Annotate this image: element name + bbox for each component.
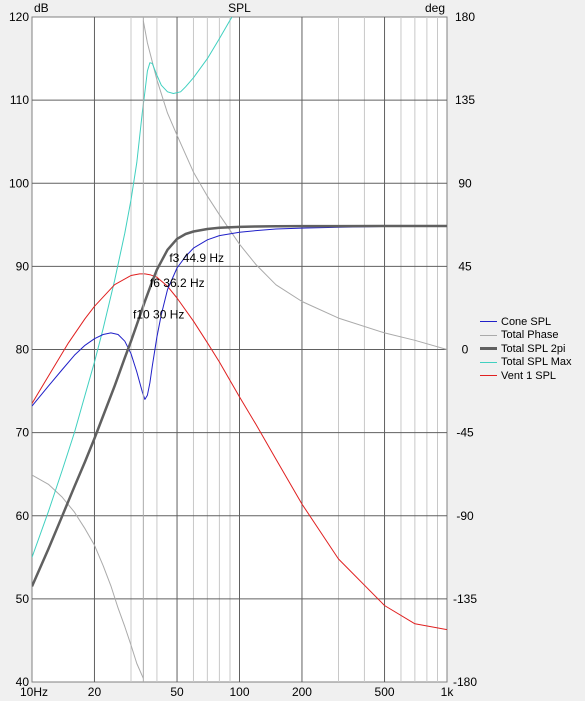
legend-label: Vent 1 SPL bbox=[501, 369, 557, 382]
legend-label: Total SPL 2pi bbox=[501, 342, 566, 355]
legend-label: Cone SPL bbox=[501, 315, 552, 328]
legend-swatch bbox=[480, 347, 497, 351]
x-tick-label: 10Hz bbox=[20, 685, 48, 699]
legend-swatch bbox=[480, 375, 497, 377]
y-right-tick-label: 45 bbox=[458, 259, 472, 273]
legend-label: Total Phase bbox=[501, 329, 559, 342]
annotations: f3 44.9 Hz f6 36.2 Hz f10 30 Hz bbox=[133, 251, 224, 322]
x-tick-label: 50 bbox=[170, 685, 184, 699]
y-left-tick-label: 110 bbox=[10, 93, 29, 107]
y-left-tick-label: 60 bbox=[16, 509, 30, 523]
y-right-tick-label: 135 bbox=[455, 93, 475, 107]
legend-item: Vent 1 SPL bbox=[480, 369, 585, 383]
series-layer bbox=[32, 17, 447, 682]
y-right-tick-label: -45 bbox=[456, 426, 474, 440]
total-phase-line bbox=[32, 20, 447, 679]
frequency-annotation: f6 36.2 Hz bbox=[150, 276, 205, 290]
y-right-tick-label: -180 bbox=[453, 675, 477, 689]
cone-spl-line bbox=[32, 226, 447, 407]
x-tick-label: 500 bbox=[375, 685, 395, 699]
y-left-tick-label: 40 bbox=[16, 675, 30, 689]
y-right-tick-label: -135 bbox=[453, 592, 477, 606]
legend-item: Total SPL Max bbox=[480, 356, 585, 370]
x-tick-label: 1k bbox=[441, 685, 455, 699]
right-axis-unit: deg bbox=[425, 1, 445, 15]
x-tick-label: 100 bbox=[229, 685, 249, 699]
left-axis-unit: dB bbox=[34, 1, 49, 15]
legend-swatch bbox=[480, 361, 497, 363]
legend-item: Total SPL 2pi bbox=[480, 342, 585, 356]
legend-item: Total Phase bbox=[480, 329, 585, 343]
grid-lines bbox=[32, 17, 447, 682]
legend-swatch bbox=[480, 321, 497, 323]
total-spl-2pi-line bbox=[32, 224, 447, 587]
legend-item: Cone SPL bbox=[480, 315, 585, 329]
x-tick-label: 200 bbox=[292, 685, 312, 699]
y-left-tick-label: 50 bbox=[16, 592, 30, 606]
total-spl-max-line bbox=[32, 17, 233, 558]
y-left-tick-label: 90 bbox=[16, 259, 30, 273]
y-left-tick-label: 80 bbox=[16, 343, 30, 357]
axis-tick-labels: 10Hz 20 50 100 200 500 1k 120 110 100 90 80 70 60 50 40… bbox=[9, 10, 477, 699]
legend-swatch bbox=[480, 334, 497, 336]
x-tick-label: 20 bbox=[88, 685, 102, 699]
y-left-tick-label: 70 bbox=[16, 426, 30, 440]
y-right-tick-label: -90 bbox=[456, 509, 474, 523]
legend-label: Total SPL Max bbox=[501, 356, 572, 369]
y-left-tick-label: 120 bbox=[9, 10, 29, 24]
y-right-tick-label: 180 bbox=[455, 10, 475, 24]
y-right-tick-label: 0 bbox=[462, 343, 469, 357]
frequency-annotation: f3 44.9 Hz bbox=[169, 251, 224, 265]
frequency-annotation: f10 30 Hz bbox=[133, 308, 184, 322]
legend: Cone SPL Total Phase Total SPL 2pi Total SP… bbox=[480, 315, 585, 383]
chart-title: SPL bbox=[228, 1, 251, 15]
vent-1-spl-line bbox=[32, 273, 447, 631]
y-right-tick-label: 90 bbox=[458, 176, 472, 190]
y-left-tick-label: 100 bbox=[9, 176, 29, 190]
